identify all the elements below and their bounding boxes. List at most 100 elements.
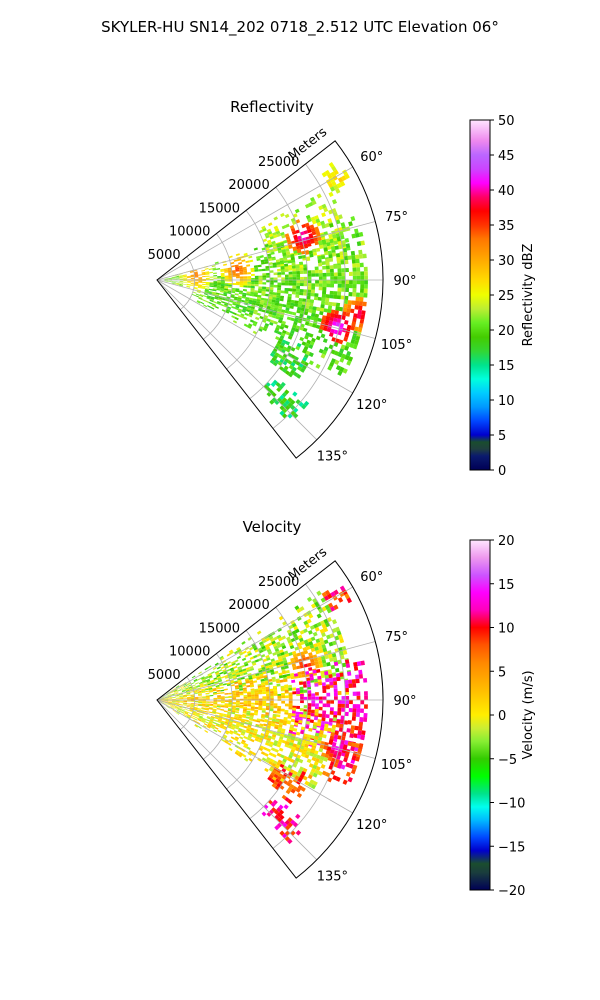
echo-cell (203, 304, 208, 308)
echo-cell (273, 710, 278, 714)
echo-cell (299, 241, 304, 246)
echo-cell (230, 716, 235, 720)
echo-cell (285, 331, 291, 336)
echo-cell (286, 781, 292, 787)
echo-cell (164, 698, 169, 699)
echo-cell (229, 739, 234, 743)
echo-cell (256, 733, 261, 738)
echo-cell (231, 712, 236, 715)
echo-cell (344, 332, 350, 338)
echo-cell (227, 712, 232, 716)
echo-cell (179, 277, 184, 279)
echo-cell (270, 638, 275, 643)
echo-cell (296, 342, 302, 348)
echo-cell (220, 274, 225, 276)
echo-cell (193, 287, 198, 289)
echo-cell (274, 305, 279, 309)
echo-cell (250, 692, 255, 695)
echo-cell (160, 697, 164, 699)
radial-tick-label: 15000 (199, 201, 240, 216)
echo-cell (204, 291, 209, 294)
echo-cell (257, 294, 262, 298)
echo-cell (270, 723, 276, 727)
echo-cell (215, 712, 220, 715)
echo-cell (304, 251, 310, 255)
echo-cell (278, 615, 284, 621)
echo-cell (318, 696, 323, 700)
echo-cell (343, 336, 349, 342)
echo-cell (306, 225, 311, 231)
echo-cell (223, 688, 228, 691)
echo-cell (350, 725, 355, 730)
echo-cell (190, 278, 195, 280)
echo-cell (304, 725, 310, 729)
echo-cell (234, 736, 240, 740)
echo-cell (182, 283, 187, 286)
echo-cell (271, 640, 276, 645)
echo-cell (325, 238, 330, 243)
echo-cell (195, 714, 200, 717)
radial-tick-label: 5000 (148, 668, 181, 683)
echo-cell (253, 311, 258, 315)
echo-cell (283, 650, 289, 655)
echo-cell (268, 752, 274, 757)
echo-cell (275, 315, 280, 320)
echo-cell (222, 727, 227, 731)
echo-cell (203, 684, 208, 687)
echo-cell (308, 322, 314, 327)
echo-cell (300, 640, 305, 646)
echo-cell (184, 710, 189, 713)
echo-cell (358, 674, 364, 679)
echo-cell (292, 271, 297, 275)
echo-cell (337, 707, 342, 712)
echo-cell (180, 685, 184, 689)
echo-cell (269, 265, 274, 269)
echo-cell (334, 350, 340, 356)
echo-cell (297, 319, 303, 324)
range-ring (249, 606, 309, 820)
echo-cell (250, 708, 255, 711)
echo-cell (300, 276, 304, 280)
echo-cell (364, 695, 368, 700)
echo-cell (316, 590, 322, 596)
echo-cell (192, 686, 197, 689)
echo-cell (243, 735, 248, 740)
echo-cell (223, 710, 228, 713)
echo-cell (220, 666, 225, 670)
echo-cell (216, 674, 221, 678)
echo-cell (261, 309, 266, 313)
echo-cell (284, 213, 290, 219)
echo-cell (318, 637, 324, 642)
echo-cell (190, 284, 195, 287)
echo-cell (198, 717, 203, 720)
echo-cell (267, 722, 272, 726)
echo-cell (348, 683, 353, 688)
echo-cell (258, 747, 263, 752)
echo-cell (266, 318, 271, 323)
echo-cell (311, 693, 316, 697)
echo-cell (341, 287, 346, 292)
echo-cell (308, 250, 313, 255)
echo-cell (339, 672, 344, 677)
echo-cell (258, 288, 263, 292)
echo-cell (316, 641, 322, 647)
echo-cell (265, 759, 270, 764)
echo-cell (332, 321, 337, 326)
echo-cell (337, 690, 342, 695)
echo-cell (314, 661, 319, 666)
echo-cell (166, 691, 170, 694)
echo-cell (266, 737, 272, 742)
echo-cell (205, 284, 210, 286)
echo-cell (309, 625, 315, 630)
echo-cell (345, 695, 350, 700)
echo-cell (273, 216, 279, 221)
echo-cell (259, 301, 264, 305)
echo-cell (205, 703, 210, 706)
echo-cell (307, 629, 313, 635)
echo-cell (197, 286, 202, 289)
echo-cell (250, 291, 255, 295)
echo-cell (274, 814, 280, 820)
echo-cell (171, 702, 176, 704)
echo-cell (312, 306, 317, 311)
echo-cell (307, 217, 312, 223)
